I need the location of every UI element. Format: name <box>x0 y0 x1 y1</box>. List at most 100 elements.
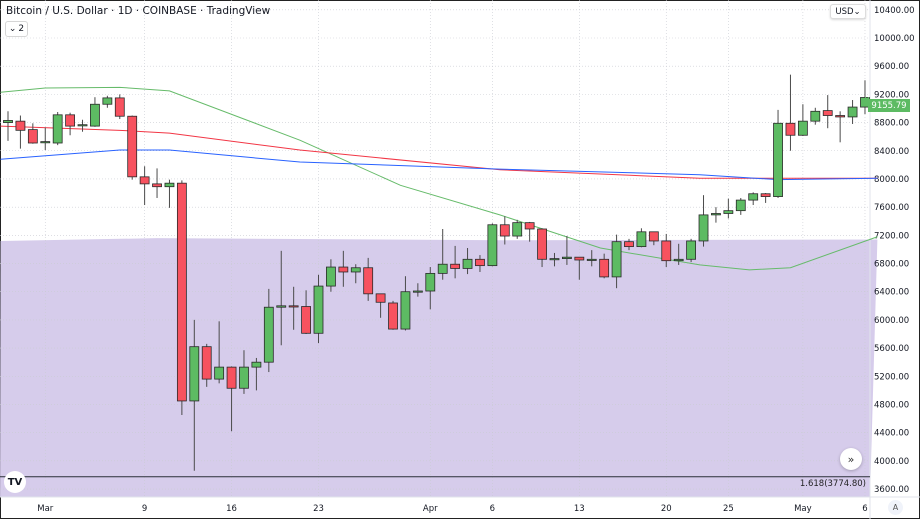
candle-body-up <box>350 267 361 273</box>
moving-average-line <box>0 86 878 271</box>
candle <box>810 107 821 125</box>
candle <box>127 115 138 180</box>
candle <box>797 104 808 136</box>
candle <box>537 228 547 268</box>
candle <box>785 74 796 151</box>
candle <box>673 243 684 265</box>
candle <box>301 290 311 334</box>
time-axis-label: 9 <box>142 504 147 514</box>
candle-body-up <box>412 290 423 293</box>
candle <box>686 238 696 263</box>
candle-body-down <box>363 267 374 295</box>
candle <box>661 233 672 268</box>
price-axis-label: 8400.00 <box>874 147 909 157</box>
price-axis-label: 6000.00 <box>874 316 909 326</box>
chevron-down-icon: ⌄ <box>853 6 861 17</box>
candle-body-up <box>686 240 696 260</box>
candle-body-up <box>611 241 622 278</box>
candle <box>723 198 734 219</box>
price-axis-label: 6800.00 <box>874 260 909 270</box>
candle <box>214 321 225 384</box>
candle-body-down <box>475 258 485 267</box>
candle <box>152 168 162 198</box>
candle-body-up <box>586 258 597 261</box>
candle <box>400 276 411 331</box>
candle-body-up <box>90 103 100 127</box>
candle-body-down <box>15 120 26 131</box>
candle <box>375 293 386 318</box>
candle <box>450 245 461 279</box>
candle-body-down <box>661 240 672 262</box>
candle <box>760 193 771 203</box>
candle <box>164 179 175 208</box>
candle-body-up <box>3 120 13 123</box>
indicators-collapse-button[interactable]: ⌄ 2 <box>5 21 28 37</box>
time-axis-label: Mar <box>37 504 54 514</box>
candle-body-up <box>487 224 498 267</box>
fib-zone <box>0 238 878 498</box>
chart-title: Bitcoin / U.S. Dollar · 1D · COINBASE · … <box>6 5 271 17</box>
candle <box>412 283 423 297</box>
candle-body-down <box>127 115 138 178</box>
candle <box>487 223 498 267</box>
candle <box>363 257 374 301</box>
candle <box>624 238 634 251</box>
candle <box>549 252 560 267</box>
candle <box>338 250 349 287</box>
candle <box>698 195 709 247</box>
candle <box>40 127 51 151</box>
price-axis-label: 4000.00 <box>874 457 909 467</box>
candle <box>388 300 398 330</box>
candle-body-up <box>673 258 684 262</box>
candle-body-down <box>537 228 547 260</box>
currency-label: USD <box>835 6 854 17</box>
candle <box>239 350 249 394</box>
candle <box>139 166 150 206</box>
candle-body-down <box>499 224 510 237</box>
candle <box>176 180 187 416</box>
fib-extension-label: 1.618(3774.80) <box>799 479 866 489</box>
candle <box>437 228 448 280</box>
candle-body-up <box>437 263 448 274</box>
price-axis-label: 6400.00 <box>874 288 909 298</box>
candle <box>350 264 361 284</box>
price-axis-label: 9600.00 <box>874 62 909 72</box>
candle-body-up <box>723 210 734 214</box>
tradingview-logo[interactable]: TV <box>4 471 26 493</box>
currency-dropdown[interactable]: USD ⌄ <box>830 4 866 19</box>
candle-body-up <box>276 305 287 308</box>
candle <box>475 255 485 272</box>
last-price-label: 9155.79 <box>868 99 910 112</box>
candle-body-down <box>835 115 846 118</box>
candle-body-up <box>251 361 262 368</box>
candle <box>835 111 846 143</box>
candle <box>462 248 473 275</box>
candle <box>735 197 746 215</box>
candle-body-up <box>52 114 63 144</box>
candle <box>748 192 759 206</box>
candle-body-down <box>599 258 610 278</box>
price-axis-label: 8800.00 <box>874 119 909 129</box>
candle-body-up <box>797 120 808 136</box>
time-axis-label: May <box>794 504 812 514</box>
candle-body-up <box>512 222 523 237</box>
scroll-to-realtime-button[interactable]: » <box>840 448 862 470</box>
candle-body-down <box>301 306 311 334</box>
candle <box>77 119 88 132</box>
candle-body-up <box>239 366 249 389</box>
price-axis-label: 8000.00 <box>874 175 909 185</box>
time-axis-label: 23 <box>313 504 324 514</box>
candle-body-down <box>785 122 796 136</box>
candle <box>226 366 237 432</box>
candle <box>847 100 858 124</box>
candle-body-down <box>388 302 398 330</box>
candle-body-up <box>425 272 436 292</box>
auto-scale-button[interactable]: A <box>888 500 903 515</box>
candle-body-up <box>462 258 473 269</box>
candle-body-up <box>263 306 274 363</box>
candle <box>326 259 336 292</box>
time-axis-label: 6 <box>862 504 867 514</box>
candle <box>251 357 262 391</box>
candle <box>276 250 287 346</box>
